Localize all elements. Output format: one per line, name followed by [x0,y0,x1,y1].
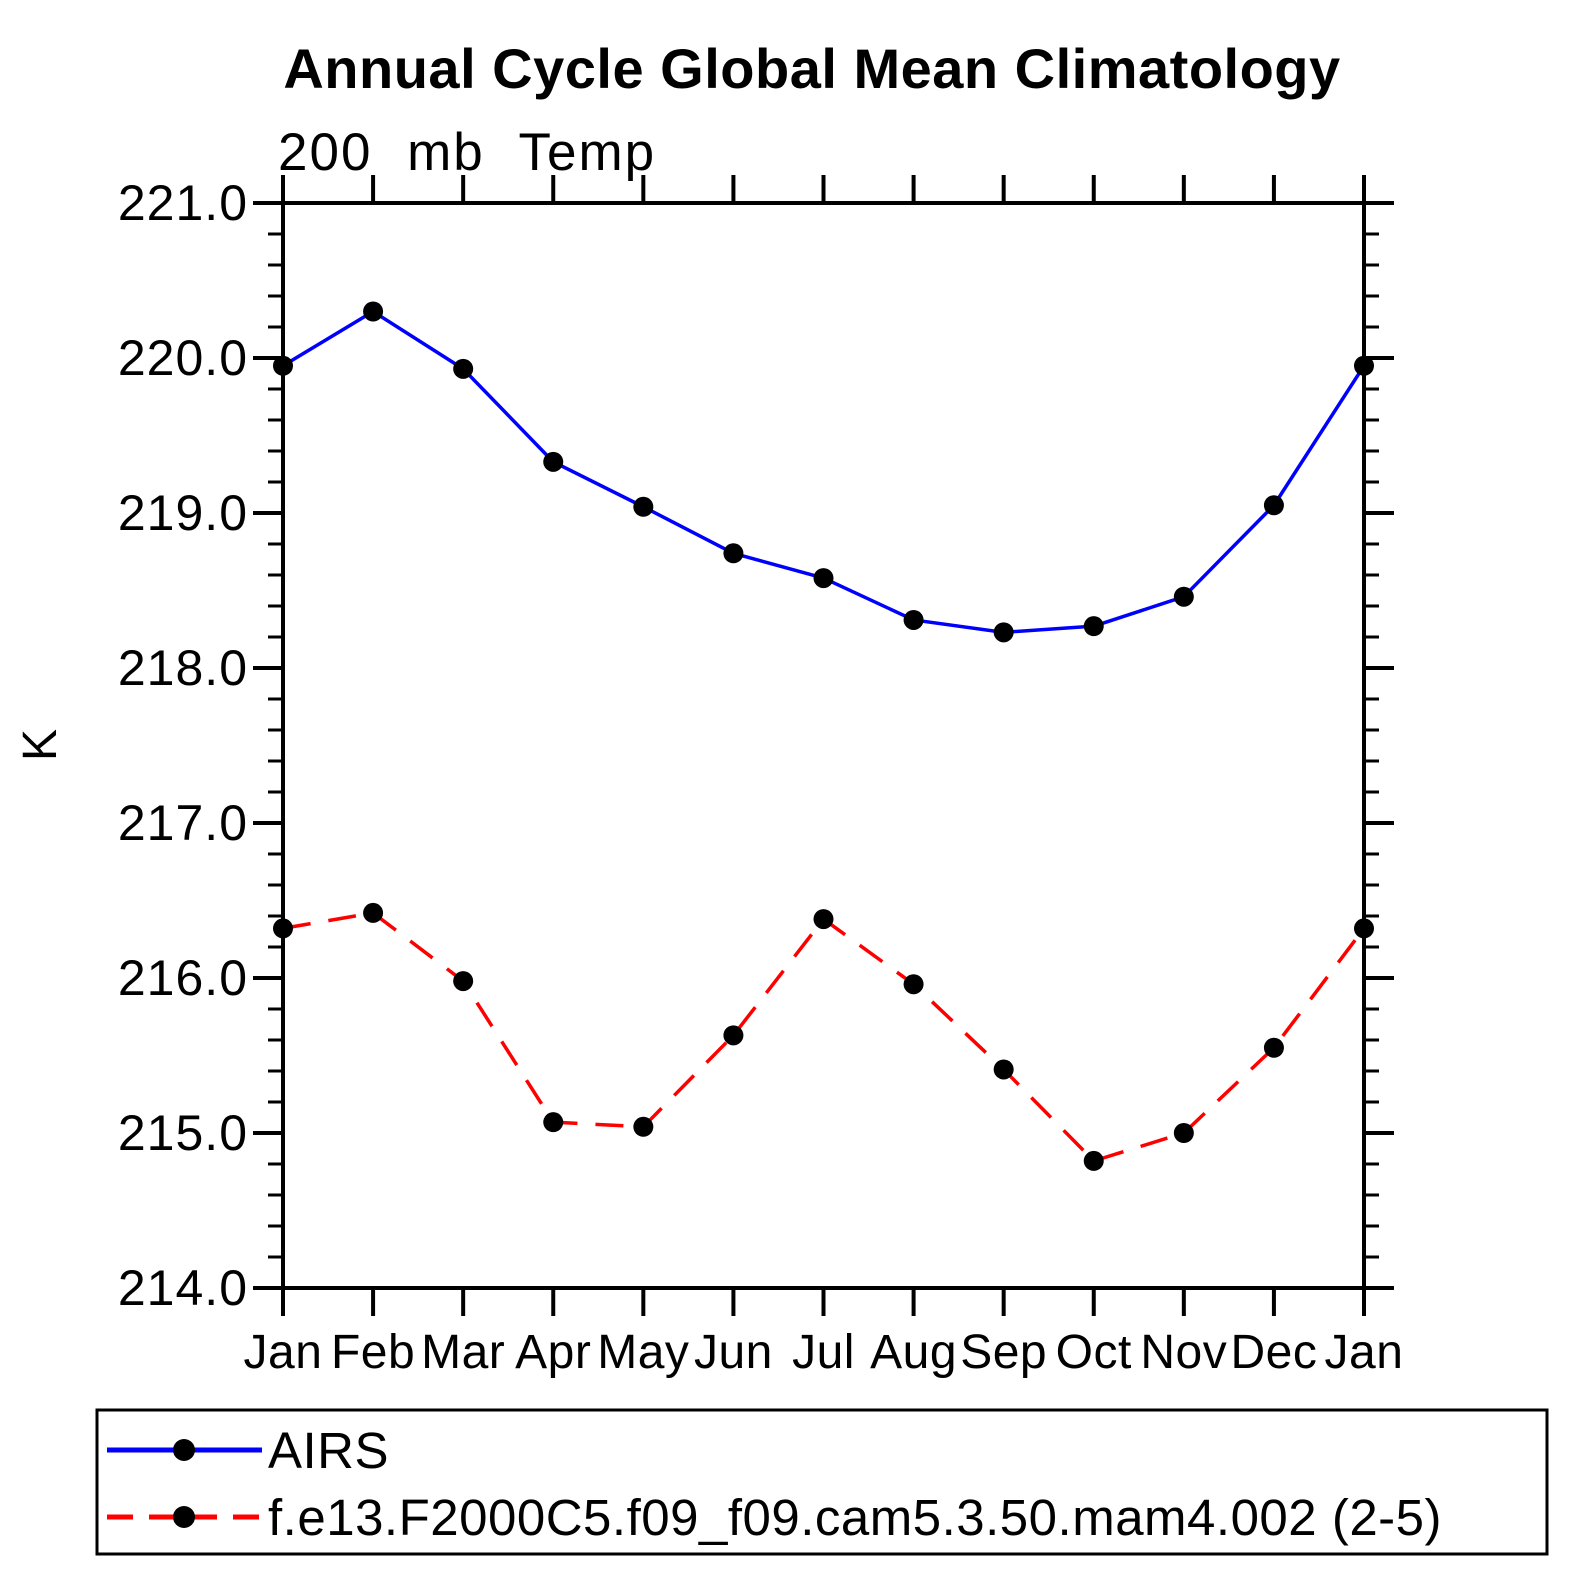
data-point-marker [723,543,744,564]
y-tick-label: 215.0 [118,1105,248,1161]
legend-marker-model [173,1506,195,1528]
x-ticks [281,175,1366,1316]
data-point-marker [903,609,924,630]
data-point-marker [1083,1150,1104,1171]
data-point-marker [813,568,834,589]
x-tick-label: Nov [1140,1326,1227,1379]
x-tick-label: Mar [421,1326,505,1379]
data-point-marker [1173,1123,1194,1143]
data-point-marker [1263,1037,1284,1058]
y-tick-labels: 214.0 215.0 216.0 217.0 218.0 219.0 220.0 221.0 [118,175,248,1316]
data-point-marker [993,622,1014,643]
data-point-marker [273,355,293,376]
y-tick-label: 214.0 [118,1260,248,1316]
x-tick-label: Apr [515,1326,591,1379]
y-major-ticks [253,201,1394,1290]
data-point-marker [453,358,474,379]
y-tick-label: 217.0 [118,795,248,851]
data-point-marker [363,301,384,322]
series-lines [282,309,1366,1163]
x-tick-label: Dec [1230,1326,1317,1379]
x-tick-label: May [597,1326,689,1379]
series-markers [273,301,1374,1171]
data-point-marker [813,909,834,930]
data-point-marker [543,1112,564,1133]
data-point-marker [633,496,654,517]
x-tick-label: Jun [694,1326,773,1379]
data-point-marker [273,918,293,939]
chart-subtitle: 200 mb Temp [278,123,656,182]
x-tick-label: Jan [244,1326,323,1379]
data-point-marker [363,902,384,923]
data-point-marker [1083,616,1104,637]
y-tick-label: 219.0 [118,485,248,541]
data-point-marker [1263,495,1284,516]
y-tick-label: 220.0 [118,330,248,386]
y-axis-label: K [14,729,67,761]
data-point-marker [723,1025,744,1046]
legend-box [95,1408,1549,1556]
plot-frame [281,201,1366,1290]
legend-marker-airs [173,1439,195,1461]
y-tick-label: 221.0 [118,175,248,231]
x-tick-label: Jan [1325,1326,1404,1379]
y-tick-label: 218.0 [118,640,248,696]
data-point-marker [543,451,564,472]
data-point-marker [1354,918,1374,939]
data-point-marker [993,1059,1014,1080]
x-tick-label: Sep [960,1326,1047,1379]
x-tick-label: Feb [331,1326,415,1379]
chart-title: Annual Cycle Global Mean Climatology [283,37,1340,100]
data-point-marker [633,1116,654,1137]
y-tick-label: 216.0 [118,950,248,1006]
legend-label-airs: AIRS [268,1422,389,1479]
x-tick-label: Jul [792,1326,855,1379]
x-tick-label: Oct [1056,1326,1132,1379]
x-tick-label: Aug [870,1326,957,1379]
data-point-marker [1354,355,1374,376]
series-line-1 [282,911,1366,1163]
data-point-marker [1173,586,1194,607]
y-minor-ticks [268,232,1379,1259]
data-point-marker [453,971,474,992]
x-tick-labels: Jan Feb Mar Apr May Jun Jul Aug Sep Oct Nov Dec Jan [244,1326,1404,1379]
data-point-marker [903,974,924,995]
legend: AIRS f.e13.F2000C5.f09_f09.cam5.3.50.mam… [95,1408,1549,1556]
legend-label-model: f.e13.F2000C5.f09_f09.cam5.3.50.mam4.002… [268,1489,1442,1546]
